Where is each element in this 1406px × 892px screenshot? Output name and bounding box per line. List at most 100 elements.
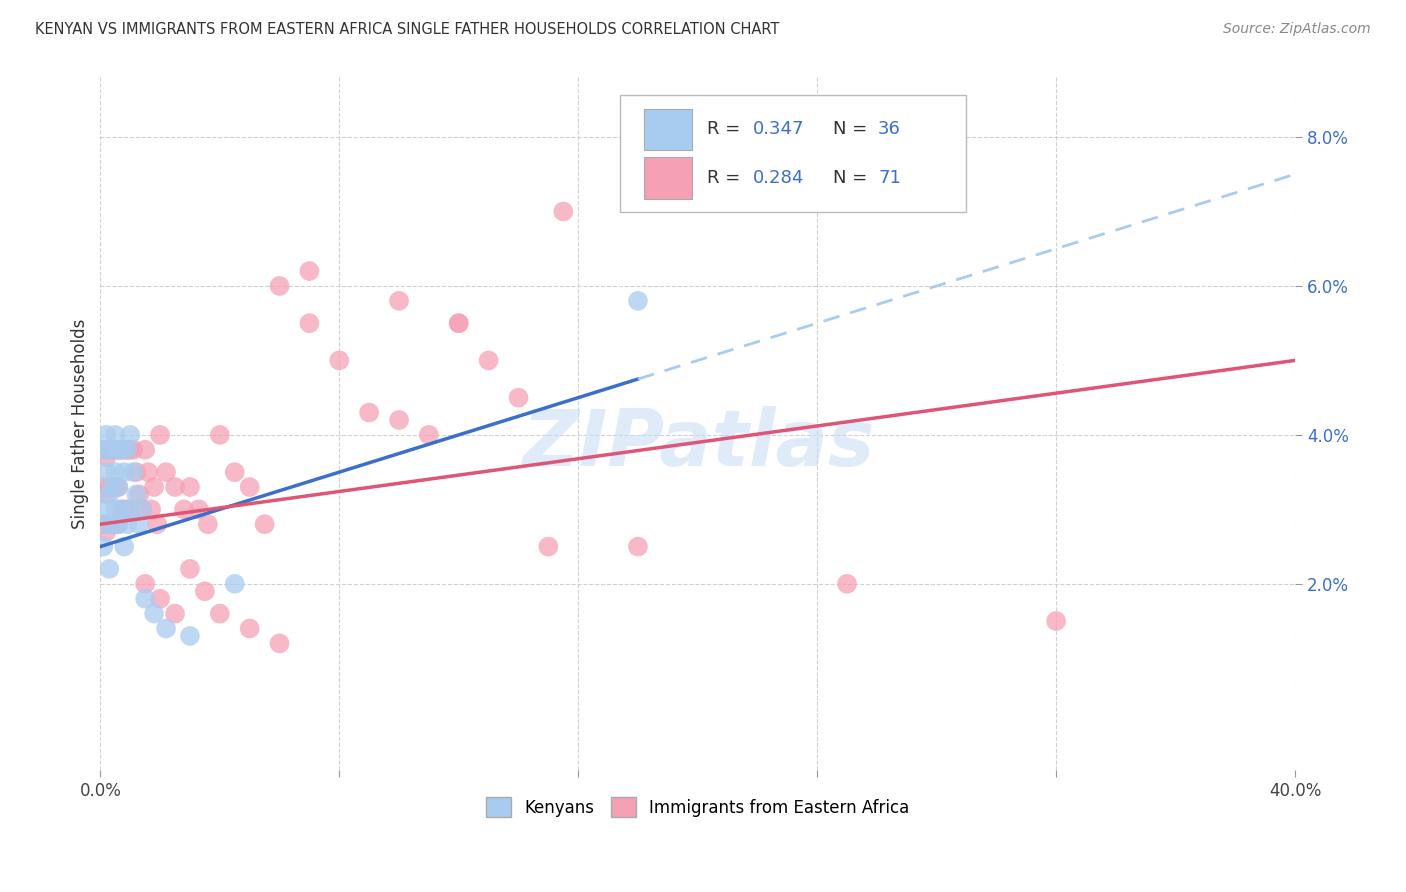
Text: 0.347: 0.347 xyxy=(752,120,804,138)
Point xyxy=(136,465,159,479)
Point xyxy=(98,562,121,576)
Point xyxy=(208,428,231,442)
Point xyxy=(627,293,650,308)
Text: N =: N = xyxy=(832,169,873,186)
Point xyxy=(553,204,575,219)
Point xyxy=(208,607,231,621)
Point xyxy=(508,391,530,405)
Point xyxy=(107,442,129,457)
Point xyxy=(131,502,153,516)
Text: KENYAN VS IMMIGRANTS FROM EASTERN AFRICA SINGLE FATHER HOUSEHOLDS CORRELATION CH: KENYAN VS IMMIGRANTS FROM EASTERN AFRICA… xyxy=(35,22,779,37)
Point xyxy=(112,465,135,479)
Point xyxy=(120,502,142,516)
Point xyxy=(163,607,186,621)
FancyBboxPatch shape xyxy=(620,95,966,212)
Point xyxy=(91,442,114,457)
Point xyxy=(101,480,124,494)
Point xyxy=(112,540,135,554)
Point xyxy=(115,442,138,457)
Point xyxy=(96,450,118,465)
Point xyxy=(163,480,186,494)
Point xyxy=(1045,614,1067,628)
Point xyxy=(143,607,166,621)
Point xyxy=(187,502,209,516)
Point xyxy=(107,517,129,532)
Point xyxy=(120,502,142,516)
Y-axis label: Single Father Households: Single Father Households xyxy=(72,318,89,529)
Point xyxy=(115,502,138,516)
Point xyxy=(125,487,148,501)
Point xyxy=(194,584,217,599)
Point xyxy=(155,465,177,479)
Point xyxy=(239,480,262,494)
Point xyxy=(134,442,156,457)
Legend: Kenyans, Immigrants from Eastern Africa: Kenyans, Immigrants from Eastern Africa xyxy=(479,790,917,824)
Point xyxy=(173,502,195,516)
Text: N =: N = xyxy=(832,120,873,138)
Point xyxy=(122,465,145,479)
Point xyxy=(96,524,118,539)
Point xyxy=(122,442,145,457)
Point xyxy=(143,480,166,494)
Point xyxy=(359,405,381,419)
Point xyxy=(197,517,219,532)
Bar xyxy=(644,157,692,199)
Point xyxy=(253,517,276,532)
Point xyxy=(149,428,172,442)
Text: ZIPatlas: ZIPatlas xyxy=(522,407,873,483)
Point xyxy=(98,442,121,457)
Point xyxy=(269,279,291,293)
Point xyxy=(627,540,650,554)
Point xyxy=(112,442,135,457)
Point xyxy=(91,442,114,457)
Point xyxy=(96,487,118,501)
Point xyxy=(128,517,150,532)
Point xyxy=(101,480,124,494)
Point xyxy=(179,562,201,576)
Text: R =: R = xyxy=(707,169,747,186)
Point xyxy=(107,517,129,532)
Point xyxy=(91,480,114,494)
Point xyxy=(120,442,142,457)
Point xyxy=(125,465,148,479)
Point xyxy=(835,577,858,591)
Point xyxy=(98,517,121,532)
Point xyxy=(139,502,162,516)
Point xyxy=(91,502,114,516)
Point xyxy=(328,353,350,368)
Point xyxy=(91,540,114,554)
Point xyxy=(104,465,127,479)
Text: R =: R = xyxy=(707,120,747,138)
Point xyxy=(112,502,135,516)
Point xyxy=(149,591,172,606)
Point xyxy=(179,629,201,643)
Point xyxy=(110,502,132,516)
Point xyxy=(224,577,246,591)
Point xyxy=(110,502,132,516)
Point xyxy=(239,622,262,636)
Point xyxy=(96,428,118,442)
Point xyxy=(298,264,321,278)
Point xyxy=(91,517,114,532)
Point xyxy=(388,293,411,308)
Point xyxy=(107,480,129,494)
Point xyxy=(537,540,560,554)
Point xyxy=(104,502,127,516)
Point xyxy=(128,487,150,501)
Point xyxy=(388,413,411,427)
Point xyxy=(179,480,201,494)
Text: 0.284: 0.284 xyxy=(752,169,804,186)
Point xyxy=(478,353,501,368)
Point xyxy=(134,577,156,591)
Point xyxy=(131,502,153,516)
Point xyxy=(98,442,121,457)
Point xyxy=(101,442,124,457)
Point xyxy=(224,465,246,479)
Point xyxy=(269,636,291,650)
Point xyxy=(146,517,169,532)
Point xyxy=(104,442,127,457)
Point xyxy=(120,428,142,442)
Point xyxy=(418,428,440,442)
Point xyxy=(115,517,138,532)
Bar xyxy=(644,109,692,150)
